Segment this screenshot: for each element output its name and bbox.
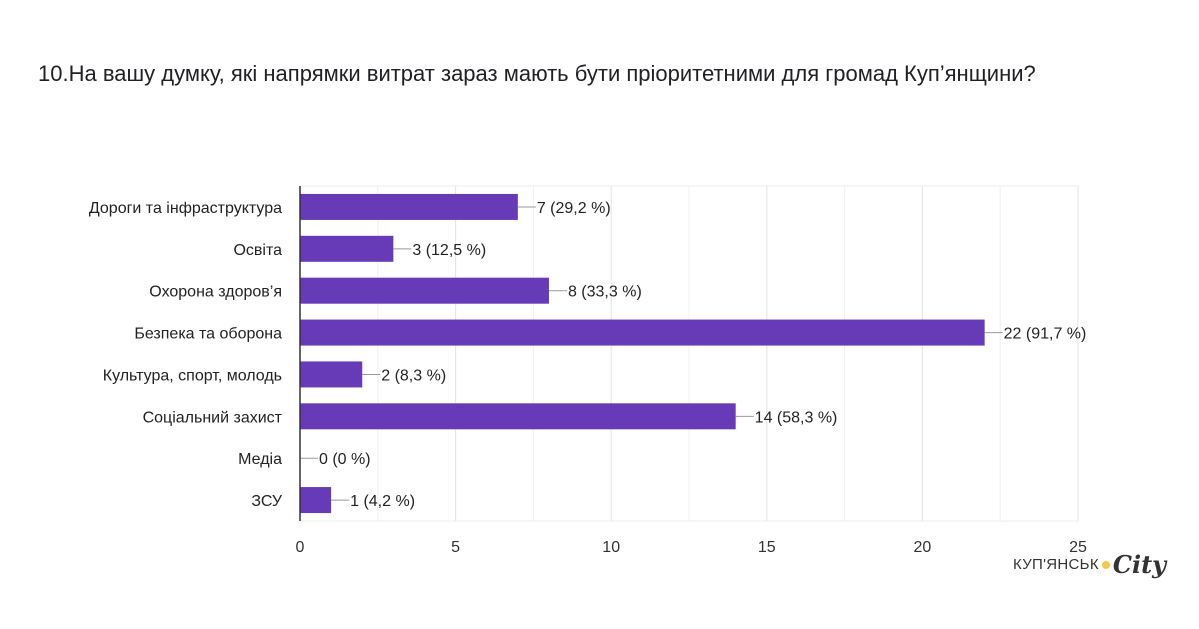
logo-city: City	[1112, 550, 1167, 579]
category-label: Соціальний захист	[143, 409, 283, 426]
x-tick-label: 10	[602, 539, 620, 556]
bar	[300, 235, 394, 262]
data-label: 22 (91,7 %)	[1004, 326, 1087, 343]
data-label: 3 (12,5 %)	[412, 242, 486, 259]
data-label: 7 (29,2 %)	[537, 200, 611, 217]
bar	[300, 277, 549, 304]
category-label: Охорона здоров’я	[149, 284, 282, 301]
category-label: Освіта	[233, 242, 282, 259]
chart-title: 10.На вашу думку, які напрямки витрат за…	[38, 61, 1036, 86]
logo-dot-icon	[1101, 560, 1110, 569]
bar	[300, 361, 363, 388]
bar	[300, 319, 985, 346]
category-label: Медіа	[238, 451, 282, 468]
x-tick-label: 15	[758, 539, 776, 556]
logo-text: КУП'ЯНСЬК	[1013, 556, 1099, 573]
data-label: 8 (33,3 %)	[568, 284, 642, 301]
x-tick-label: 0	[296, 539, 305, 556]
data-label: 14 (58,3 %)	[755, 409, 838, 426]
category-label: Безпека та оборона	[134, 326, 282, 343]
x-tick-label: 5	[451, 539, 460, 556]
data-label: 0 (0 %)	[319, 451, 371, 468]
bar	[300, 193, 518, 220]
x-tick-label: 20	[914, 539, 932, 556]
data-label: 2 (8,3 %)	[381, 367, 446, 384]
bar	[300, 487, 332, 514]
category-label: Культура, спорт, молодь	[103, 367, 282, 384]
kupiansk-city-logo: КУП'ЯНСЬК City	[1013, 550, 1166, 579]
category-label: ЗСУ	[251, 493, 283, 510]
x-tick-label: 25	[1069, 539, 1087, 556]
bar	[300, 403, 736, 430]
data-label: 1 (4,2 %)	[350, 493, 415, 510]
category-label: Дороги та інфраструктура	[89, 200, 282, 217]
